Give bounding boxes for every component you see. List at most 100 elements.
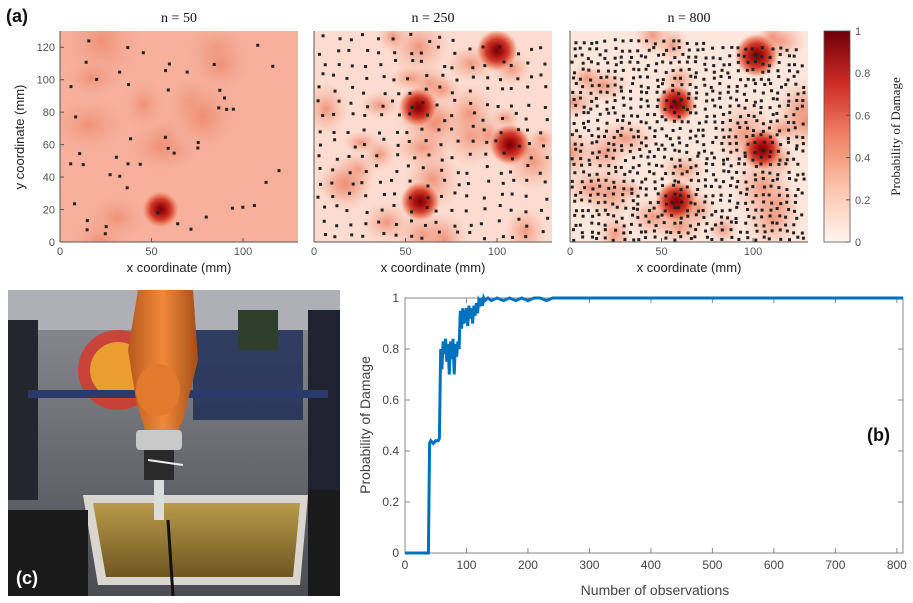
observation-point (632, 67, 636, 71)
observation-point (582, 105, 586, 109)
observation-point (727, 75, 731, 79)
observation-point (656, 78, 660, 82)
observation-point (787, 99, 791, 103)
observation-point (501, 181, 505, 185)
heatmap-blotch (504, 206, 546, 242)
observation-point (176, 222, 180, 226)
observation-point (607, 164, 611, 168)
observation-point (694, 164, 698, 168)
observation-point (545, 156, 549, 160)
observation-point (728, 104, 732, 108)
observation-point (397, 113, 401, 117)
observation-point (777, 193, 781, 197)
observation-point (598, 164, 602, 168)
observation-point (792, 231, 796, 235)
observation-point (742, 92, 746, 96)
observation-point (769, 208, 773, 212)
observation-point (792, 157, 796, 161)
observation-point (639, 105, 643, 109)
observation-point (792, 54, 796, 58)
observation-point (317, 52, 321, 56)
heatmap-blotch (361, 201, 412, 242)
observation-point (603, 193, 607, 197)
observation-point (612, 180, 616, 184)
observation-point (574, 193, 578, 197)
observation-point (483, 237, 487, 241)
observation-point (761, 122, 765, 126)
observation-point (410, 234, 414, 238)
observation-point (365, 210, 369, 214)
observation-point (589, 91, 593, 95)
observation-point (653, 134, 657, 138)
observation-point (544, 85, 548, 89)
observation-point (620, 148, 624, 152)
observation-point (621, 68, 625, 72)
observation-point (456, 139, 460, 143)
observation-point (572, 97, 576, 101)
observation-point (318, 130, 322, 134)
observation-point (323, 63, 327, 67)
observation-point (606, 84, 610, 88)
heatmap-blotch (392, 127, 453, 168)
observation-point (800, 104, 804, 108)
observation-point (628, 170, 632, 174)
observation-point (405, 131, 409, 135)
observation-point (619, 85, 623, 89)
observation-point (719, 198, 723, 202)
line-chart-axes: 0 100 200 300 400 500 600 700 800 0 0.2 0.4 0.6 0.8 1 (382, 291, 907, 572)
observation-point (468, 231, 472, 235)
observation-point (590, 141, 594, 145)
observation-point (526, 85, 530, 89)
observation-point (777, 162, 781, 166)
observation-point (754, 238, 758, 242)
observation-point (686, 231, 690, 235)
observation-point (619, 133, 623, 137)
observation-point (665, 202, 669, 206)
observation-point (714, 135, 718, 139)
observation-point (631, 213, 635, 217)
observation-point (785, 229, 789, 233)
observation-point (653, 235, 657, 239)
observation-point (739, 230, 743, 234)
observation-point (736, 179, 740, 183)
observation-point (792, 74, 796, 78)
observation-point (646, 113, 650, 117)
observation-point (466, 182, 470, 186)
observation-point (580, 53, 584, 57)
observation-point (319, 182, 323, 186)
observation-point (612, 136, 616, 140)
observation-point (673, 238, 677, 242)
observation-point (632, 238, 636, 242)
observation-point (745, 192, 749, 196)
observation-point (570, 185, 574, 189)
observation-point (500, 116, 504, 120)
observation-point (653, 42, 657, 46)
observation-point (587, 68, 591, 72)
observation-point (685, 150, 689, 154)
observation-point (784, 83, 788, 87)
observation-point (705, 157, 709, 161)
observation-point (578, 77, 582, 81)
observation-point (605, 75, 609, 79)
observation-point (331, 195, 335, 199)
observation-point (524, 210, 528, 214)
observation-point (87, 39, 91, 43)
observation-point (393, 51, 397, 55)
observation-point (425, 205, 429, 209)
observation-point (346, 131, 350, 135)
observation-point (335, 157, 339, 161)
observation-point (779, 143, 783, 147)
observation-point (435, 103, 439, 107)
observation-point (735, 205, 739, 209)
observation-point (603, 236, 607, 240)
observation-point (694, 134, 698, 138)
observation-point (751, 200, 755, 204)
observation-point (792, 113, 796, 117)
observation-point (711, 89, 715, 93)
observation-point (763, 230, 767, 234)
observation-point (664, 70, 668, 74)
observation-point (218, 88, 222, 92)
observation-point (792, 223, 796, 227)
y-tick-label: 80 (43, 107, 55, 119)
observation-point (721, 180, 725, 184)
